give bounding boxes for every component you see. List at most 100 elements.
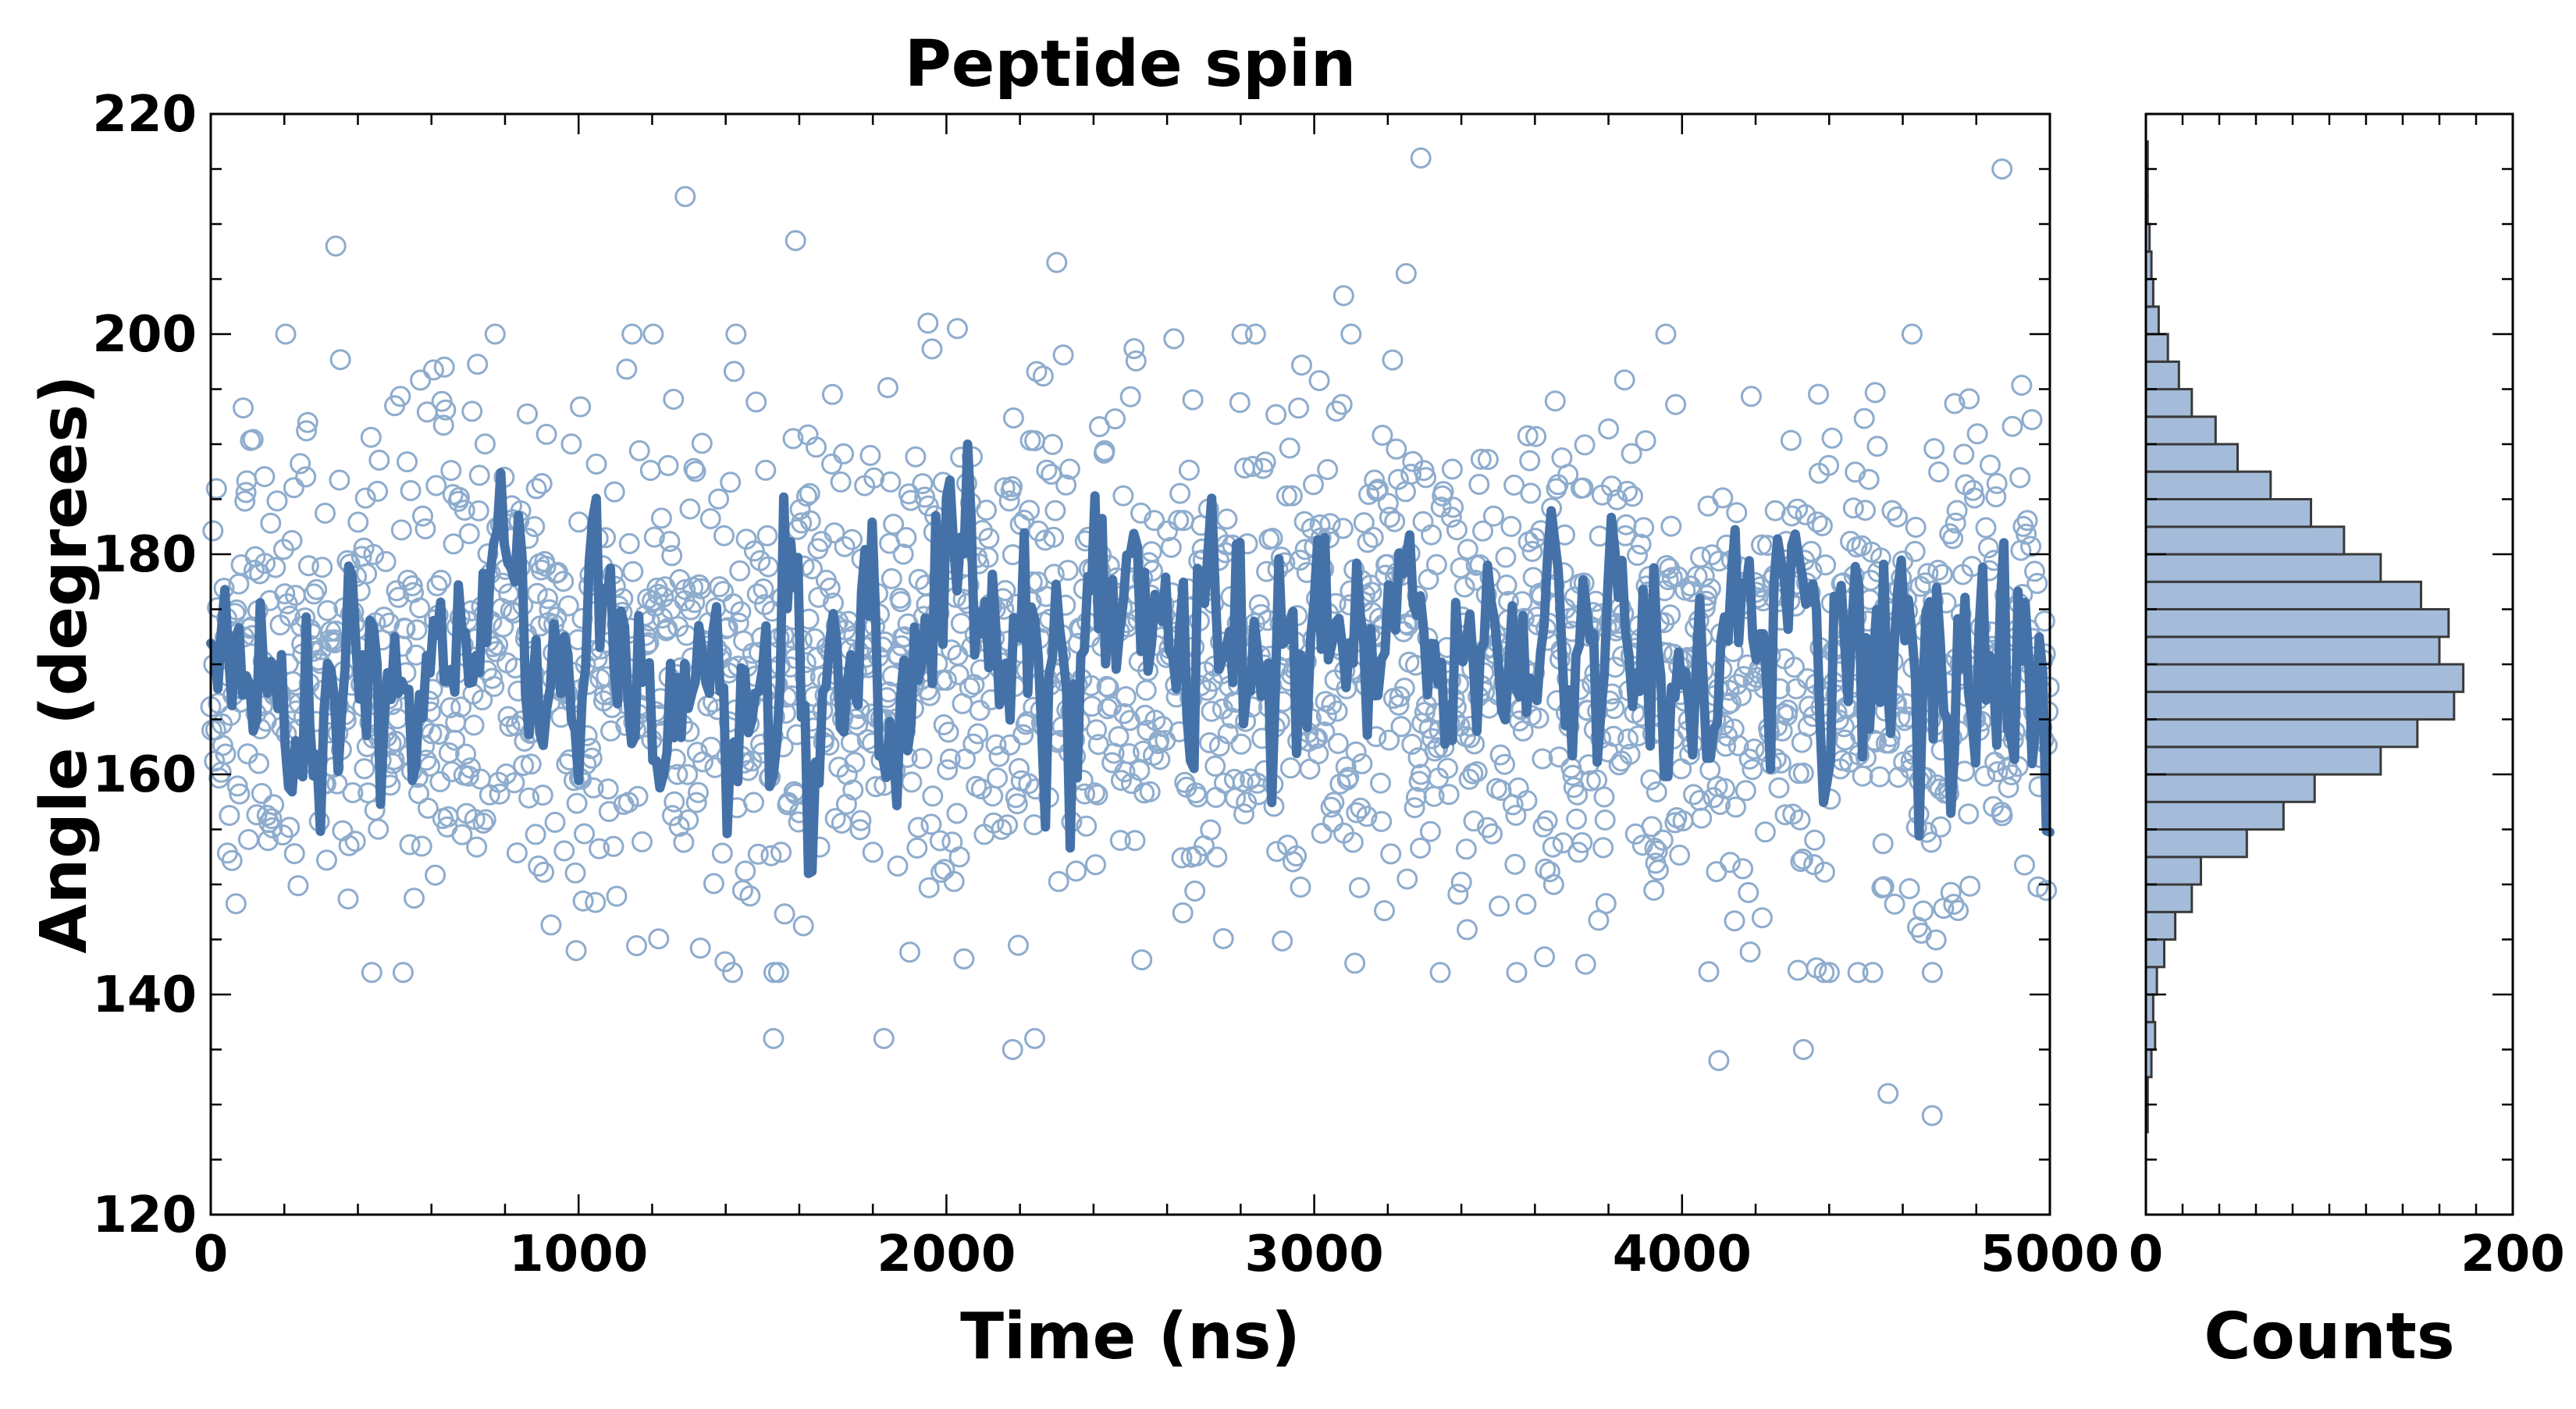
scatter-point xyxy=(1505,805,1527,826)
scatter-point xyxy=(311,557,333,578)
scatter-point xyxy=(1930,816,1952,838)
scatter-point xyxy=(978,528,1000,550)
scatter-point xyxy=(917,312,939,334)
scatter-point xyxy=(877,377,898,399)
scatter-point xyxy=(1944,512,1966,534)
y-tick-label: 140 xyxy=(92,966,197,1024)
scatter-point xyxy=(999,734,1021,756)
scatter-point xyxy=(499,716,521,737)
scatter-point xyxy=(1795,503,1816,525)
scatter-point xyxy=(1024,430,1046,452)
scatter-point xyxy=(747,843,769,865)
scatter-point xyxy=(1987,761,2008,783)
scatter-point xyxy=(279,605,301,627)
scatter-point xyxy=(400,480,422,501)
scatter-point xyxy=(425,864,447,886)
scatter-point xyxy=(454,500,475,521)
scatter-point xyxy=(1608,754,1630,776)
x-axis-label: Time (ns) xyxy=(960,1300,1300,1374)
scatter-point xyxy=(834,535,856,557)
scatter-point xyxy=(553,571,575,592)
scatter-point xyxy=(1233,803,1254,825)
scatter-point xyxy=(1453,576,1475,598)
scatter-point xyxy=(1991,158,2013,180)
scatter-point xyxy=(1539,861,1560,883)
scatter-point xyxy=(2026,572,2048,594)
scatter-point xyxy=(399,834,421,856)
scatter-point xyxy=(1592,837,1614,859)
scatter-point xyxy=(354,758,375,780)
scatter-point xyxy=(439,697,461,719)
scatter-point xyxy=(297,411,318,433)
scatter-point xyxy=(1640,769,1662,791)
scatter-point xyxy=(723,361,745,382)
scatter-point xyxy=(1917,563,1939,585)
scatter-point xyxy=(265,557,286,578)
scatter-point xyxy=(2016,510,2038,532)
histogram-plot: 0 200 xyxy=(2129,112,2565,1283)
scatter-point xyxy=(895,527,917,549)
scatter-point xyxy=(1055,474,1077,496)
scatter-point xyxy=(295,466,317,488)
scatter-point xyxy=(1254,451,1276,473)
scatter-point xyxy=(1105,408,1126,430)
scatter-point xyxy=(729,560,751,582)
scatter-point xyxy=(967,723,989,745)
scatter-point xyxy=(1643,880,1665,901)
scatter-point xyxy=(806,436,827,458)
scatter-point xyxy=(1633,517,1655,539)
scatter-point xyxy=(1603,725,1624,747)
scatter-point xyxy=(463,714,485,736)
scatter-point xyxy=(433,356,455,378)
scatter-point xyxy=(466,836,488,858)
scatter-point xyxy=(767,962,789,984)
scatter-point xyxy=(279,817,301,838)
scatter-point xyxy=(1792,1039,1814,1060)
scatter-point xyxy=(1201,700,1222,722)
scatter-point xyxy=(1928,461,1950,483)
scatter-point xyxy=(1803,854,1825,876)
scatter-point xyxy=(939,748,961,770)
scatter-point xyxy=(881,568,902,589)
scatter-point xyxy=(1384,511,1406,532)
scatter-point xyxy=(1291,354,1312,376)
scatter-point xyxy=(1774,804,1796,826)
scatter-point xyxy=(1041,433,1063,455)
scatter-point xyxy=(1425,553,1447,575)
scatter-point xyxy=(274,583,296,605)
scatter-point xyxy=(1739,941,1761,963)
scatter-point xyxy=(791,512,813,534)
scatter-point xyxy=(1489,744,1511,766)
scatter-point xyxy=(1813,861,1835,883)
scatter-point xyxy=(432,415,454,436)
scatter-point xyxy=(720,471,742,493)
scatter-point xyxy=(1149,749,1171,770)
scatter-point xyxy=(1738,881,1759,903)
scatter-point xyxy=(1002,475,1023,497)
scatter-point xyxy=(998,490,1020,512)
scatter-point xyxy=(1236,792,1258,813)
scatter-point xyxy=(2036,880,2058,902)
scatter-point xyxy=(1698,961,1720,983)
scatter-point xyxy=(1293,511,1315,532)
scatter-point xyxy=(753,578,774,600)
scatter-point xyxy=(770,841,792,863)
scatter-point xyxy=(435,399,457,421)
scatter-point xyxy=(281,530,303,551)
scatter-point xyxy=(272,824,294,846)
scatter-point xyxy=(283,843,305,865)
scatter-point xyxy=(455,743,477,765)
scatter-point xyxy=(1708,1050,1730,1072)
histogram-bar xyxy=(2144,718,2419,749)
scatter-point xyxy=(1727,735,1749,756)
scatter-point xyxy=(296,420,318,442)
scatter-point xyxy=(1912,900,1934,922)
scatter-point xyxy=(411,835,432,857)
histogram-bar xyxy=(2144,333,2169,363)
histogram-x-label: Counts xyxy=(2204,1300,2454,1374)
scatter-point xyxy=(1593,786,1615,808)
scatter-point xyxy=(598,801,620,823)
scatter-point xyxy=(674,186,696,208)
scatter-point xyxy=(425,475,447,496)
scatter-point xyxy=(1382,349,1404,371)
